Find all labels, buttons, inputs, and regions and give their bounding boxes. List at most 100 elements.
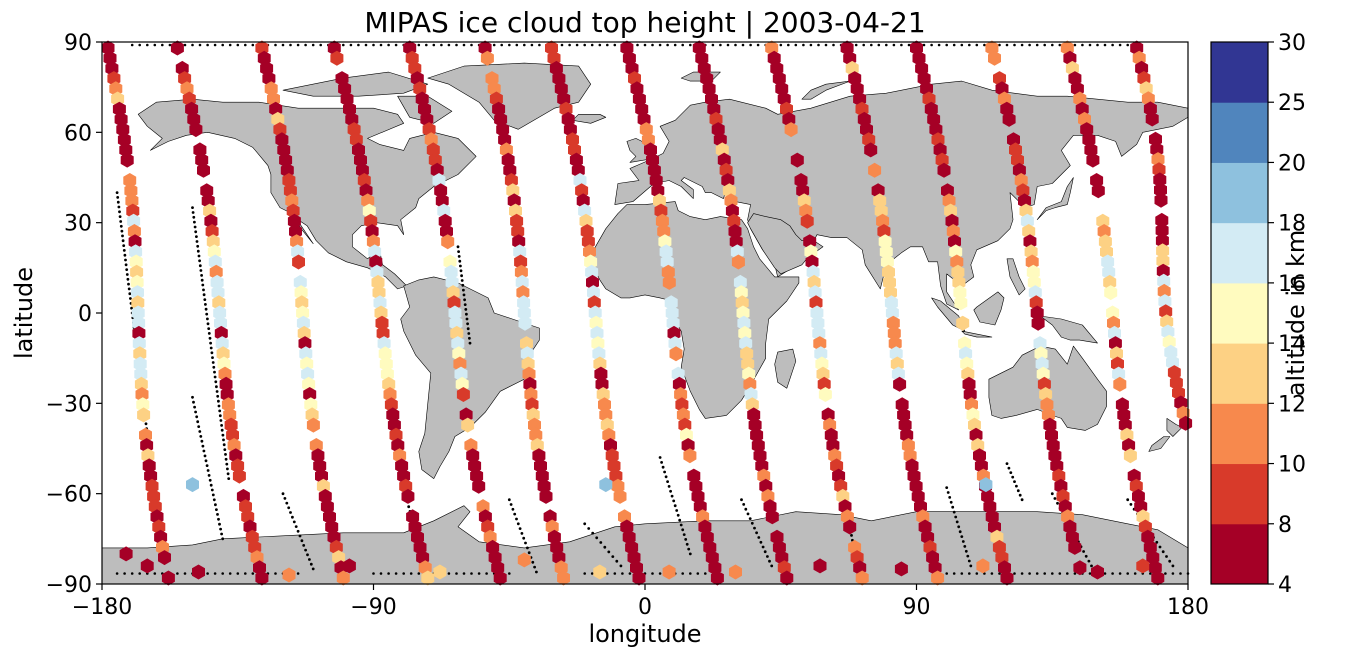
colorbar-segment [1211, 42, 1268, 103]
colorbar-segment [1211, 222, 1268, 284]
track-dot [1013, 572, 1016, 575]
cloud-point [255, 570, 269, 586]
cloud-point [282, 567, 296, 583]
track-dot [757, 536, 761, 539]
cloud-point [588, 305, 602, 321]
track-dot [200, 274, 204, 277]
track-dot [236, 572, 240, 575]
land-new-zealand-south [1148, 436, 1171, 452]
track-dot [802, 43, 805, 47]
cloud-point [370, 264, 384, 280]
track-dot [214, 380, 218, 384]
cloud-point [669, 346, 683, 362]
track-dot [222, 443, 226, 447]
track-dot [191, 43, 194, 47]
cloud-point [306, 417, 320, 433]
cloud-point [593, 356, 607, 372]
cloud-point [132, 315, 146, 331]
track-dot [236, 43, 240, 47]
cloud-point [1028, 285, 1042, 301]
track-dot [1043, 572, 1046, 575]
track-dot [681, 43, 684, 47]
track-dot [202, 449, 206, 453]
track-dot [1149, 572, 1152, 575]
track-dot [862, 43, 865, 47]
track-dot [304, 548, 307, 552]
cloud-point [451, 336, 465, 352]
track-dot [1155, 540, 1159, 544]
track-dot [119, 224, 123, 228]
track-dot [511, 507, 515, 511]
track-dot [225, 462, 229, 466]
cloud-point [1034, 346, 1048, 362]
track-dot [193, 405, 197, 409]
track-dot [1053, 497, 1057, 500]
track-dot [832, 43, 835, 47]
track-dot [465, 317, 469, 321]
cloud-point [506, 183, 520, 199]
cloud-point [445, 274, 459, 290]
cloud-point [126, 203, 140, 219]
track-dot [500, 43, 504, 47]
track-dot [217, 404, 221, 408]
track-dot [226, 472, 230, 476]
cloud-point [813, 558, 827, 574]
track-dot [244, 572, 247, 575]
cloud-point [215, 336, 229, 352]
track-dot [518, 527, 522, 530]
cloud-point [1179, 415, 1193, 431]
track-dot [960, 535, 964, 538]
cloud-point [890, 356, 904, 372]
cloud-point [453, 356, 467, 372]
track-dot [689, 43, 692, 47]
track-dot [456, 245, 460, 249]
track-dot [1088, 43, 1092, 47]
cloud-point [513, 244, 527, 260]
track-dot [440, 43, 443, 47]
track-dot [531, 560, 535, 564]
track-dot [922, 43, 926, 47]
track-dot [372, 43, 375, 47]
cloud-point [120, 152, 134, 168]
cloud-point [1123, 448, 1137, 464]
track-dot [206, 322, 210, 326]
cloud-point [814, 346, 828, 362]
colorbar-segment [1211, 162, 1268, 224]
cloud-point [446, 285, 460, 301]
track-dot [660, 461, 663, 464]
cloud-point [1157, 273, 1171, 289]
track-dot [221, 433, 225, 437]
track-dot [204, 303, 207, 306]
track-dot [685, 542, 689, 546]
track-dot [520, 532, 524, 535]
cloud-point [208, 254, 222, 270]
track-dot [191, 395, 194, 399]
track-dot [1009, 471, 1013, 474]
cloud-point [522, 366, 536, 382]
track-dot [192, 215, 196, 219]
track-dot [527, 551, 531, 555]
track-dot [220, 424, 224, 427]
cloud-point [671, 366, 685, 382]
track-dot [599, 541, 603, 544]
cloud-point [210, 274, 224, 290]
cloud-point [139, 427, 152, 443]
cloud-point [368, 244, 382, 260]
track-dot [198, 43, 202, 47]
cloud-point [1030, 305, 1044, 321]
cloud-point [806, 264, 820, 280]
track-dot [407, 505, 411, 509]
track-dot [957, 525, 961, 529]
track-dot [1018, 493, 1022, 497]
cloud-point [599, 477, 613, 493]
cloud-point [734, 285, 748, 301]
track-dot [998, 43, 1001, 47]
cloud-point [811, 315, 825, 331]
cloud-point [127, 224, 141, 239]
track-dot [598, 43, 602, 47]
track-dot [195, 235, 198, 239]
cloud-point [289, 224, 302, 239]
track-dot [770, 564, 774, 568]
cloud-point [739, 336, 753, 352]
track-dot [744, 507, 748, 511]
